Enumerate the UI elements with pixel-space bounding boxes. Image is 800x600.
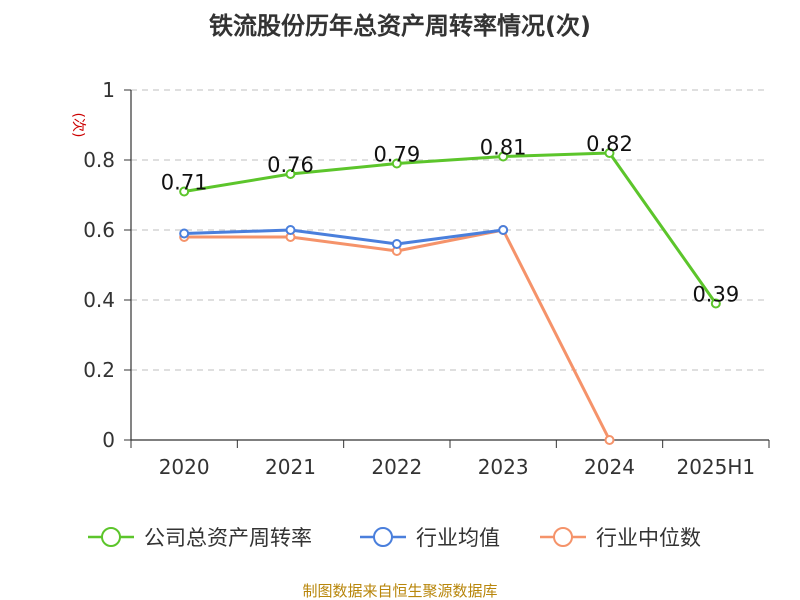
y-tick-label: 1 <box>102 78 115 102</box>
data-label: 0.71 <box>161 171 208 195</box>
data-label: 0.76 <box>267 153 314 177</box>
legend: 公司总资产周转率 行业均值 行业中位数 <box>88 526 701 550</box>
chart-title: 铁流股份历年总资产周转率情况(次) <box>209 12 591 40</box>
data-label: 0.39 <box>692 283 739 307</box>
legend-marker <box>373 527 393 547</box>
data-point <box>604 148 615 158</box>
series-group: 0.71 0.76 0.79 0.81 0.82 0.39 <box>161 132 739 445</box>
data-point <box>498 225 509 235</box>
x-tick-label: 2021 <box>265 455 316 479</box>
y-tick-label: 0.8 <box>83 148 115 172</box>
data-point <box>285 225 296 235</box>
data-point <box>179 186 190 197</box>
data-point <box>604 435 615 445</box>
y-tick-label: 0.6 <box>83 218 115 242</box>
legend-label: 行业中位数 <box>596 526 701 550</box>
legend-marker <box>553 527 573 547</box>
source-note: 制图数据来自恒生聚源数据库 <box>302 582 497 600</box>
x-tick-label: 2022 <box>371 455 422 479</box>
y-tick-label: 0.2 <box>83 358 115 382</box>
data-label: 0.79 <box>373 143 420 167</box>
data-point <box>710 298 721 309</box>
data-point <box>498 151 509 162</box>
series-line <box>184 228 611 441</box>
y-tick-label: 0.4 <box>83 288 115 312</box>
legend-label: 行业均值 <box>416 526 500 550</box>
y-axis-label: (次) <box>70 113 86 138</box>
x-tick-label: 2020 <box>159 455 210 479</box>
x-tick-label: 2025H1 <box>676 455 755 479</box>
legend-label: 公司总资产周转率 <box>144 526 312 550</box>
legend-marker <box>101 527 121 547</box>
data-point <box>179 228 190 239</box>
data-point <box>285 169 296 179</box>
data-label: 0.82 <box>586 132 633 156</box>
data-point <box>391 239 402 249</box>
y-tick-label: 0 <box>102 428 115 452</box>
data-label: 0.81 <box>480 136 527 160</box>
data-point <box>391 158 402 169</box>
grid-lines <box>131 89 769 371</box>
x-tick-label: 2024 <box>584 455 635 479</box>
series-line <box>183 151 718 305</box>
series-line <box>184 228 504 246</box>
x-tick-label: 2023 <box>478 455 529 479</box>
